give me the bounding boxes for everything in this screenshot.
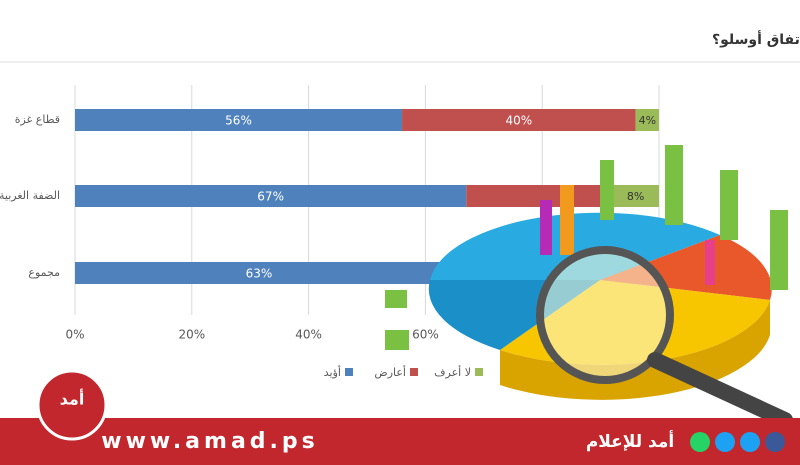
legend-label: أؤيد xyxy=(324,365,341,379)
category-label: مجموع xyxy=(28,266,60,279)
legend-label: لا أعرف xyxy=(434,365,471,379)
legend-swatch xyxy=(475,368,483,376)
bar-segment xyxy=(466,185,613,207)
x-tick-label: 60% xyxy=(412,328,439,342)
footer-band xyxy=(0,418,800,465)
deco-cube xyxy=(385,330,409,350)
data-label: 8% xyxy=(627,190,644,203)
data-label: 63% xyxy=(246,267,273,281)
legend-swatch xyxy=(410,368,418,376)
social-icon[interactable] xyxy=(740,432,760,452)
deco-bar xyxy=(540,200,552,255)
chart-title: شكل رقم (4): هل تؤيد أم تعارض قيام السلط… xyxy=(712,30,800,48)
x-tick-label: 20% xyxy=(178,328,205,342)
social-icon[interactable] xyxy=(715,432,735,452)
data-label: 40% xyxy=(506,114,533,128)
deco-magnifier xyxy=(536,246,674,384)
category-label: الضفة الغربية xyxy=(0,189,60,202)
deco-handle xyxy=(647,352,793,428)
deco-bar xyxy=(720,170,738,240)
x-tick-label: 40% xyxy=(295,328,322,342)
deco-bar xyxy=(560,185,574,255)
social-icon[interactable] xyxy=(690,432,710,452)
deco-bar xyxy=(665,145,683,225)
footer-site: www.amad.ps xyxy=(101,429,319,454)
legend-swatch xyxy=(345,368,353,376)
bar-segment xyxy=(75,109,403,131)
x-tick-label: 0% xyxy=(65,328,84,342)
logo-text: أمد xyxy=(60,389,85,409)
bar-segment xyxy=(402,109,636,131)
legend-label: أعارض xyxy=(374,365,406,379)
data-label: 67% xyxy=(257,190,284,204)
category-label: قطاع غزة xyxy=(15,113,60,126)
deco-pie-slice xyxy=(430,212,720,280)
decoration xyxy=(385,145,793,428)
bar-segment xyxy=(635,109,659,131)
data-label: 56% xyxy=(225,114,252,128)
bar-segment xyxy=(75,262,443,284)
bar-segment xyxy=(612,185,659,207)
footer-brand: أمد للإعلام xyxy=(586,430,674,452)
deco-bar xyxy=(600,160,614,220)
bar-segment xyxy=(75,185,467,207)
deco-cube xyxy=(385,290,407,308)
deco-bar xyxy=(705,240,715,285)
deco-bar xyxy=(770,210,788,290)
logo xyxy=(36,369,108,441)
social-icon[interactable] xyxy=(765,432,785,452)
data-label: 4% xyxy=(639,114,656,127)
